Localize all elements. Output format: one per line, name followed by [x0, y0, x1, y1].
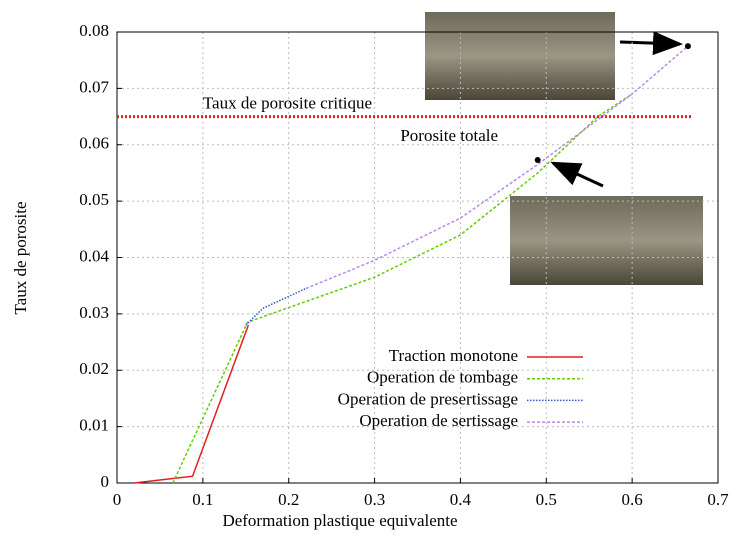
arrow — [550, 161, 604, 188]
legend-label: Operation de presertissage — [338, 389, 518, 408]
series-line — [172, 93, 633, 484]
x-tick-label: 0.6 — [622, 490, 643, 509]
legend-label: Operation de tombage — [367, 368, 518, 387]
legend-label: Traction monotone — [389, 346, 518, 365]
y-tick-label: 0.08 — [79, 21, 109, 40]
y-tick-label: 0.01 — [79, 416, 109, 435]
x-axis-label: Deformation plastique equivalente — [222, 511, 457, 530]
x-tick-label: 0.2 — [278, 490, 299, 509]
y-tick-label: 0.06 — [79, 134, 109, 153]
point — [684, 43, 691, 50]
photo — [425, 12, 615, 100]
x-tick-label: 0.5 — [536, 490, 557, 509]
legend-label: Operation de sertissage — [359, 411, 518, 430]
plot-frame — [116, 31, 719, 484]
y-tick-label: 0.02 — [79, 359, 109, 378]
y-tick-label: 0.04 — [79, 246, 109, 265]
x-tick-label: 0.3 — [364, 490, 385, 509]
y-tick-label: 0 — [101, 472, 110, 491]
point — [534, 156, 541, 163]
series-line — [134, 324, 250, 484]
x-tick-label: 0 — [113, 490, 122, 509]
y-axis-label: Taux de porosite — [11, 201, 30, 314]
y-tick-label: 0.03 — [79, 303, 109, 322]
y-tick-label: 0.05 — [79, 190, 109, 209]
y-tick-label: 0.07 — [79, 77, 109, 96]
x-tick-label: 0.1 — [192, 490, 213, 509]
x-tick-label: 0.7 — [707, 490, 729, 509]
series-line — [305, 45, 689, 290]
series-line — [245, 287, 307, 326]
annotation: Taux de porosite critique — [203, 93, 372, 112]
annotation: Porosite totale — [400, 126, 498, 145]
photo — [510, 196, 703, 285]
x-tick-label: 0.4 — [450, 490, 472, 509]
arrow — [619, 31, 683, 56]
